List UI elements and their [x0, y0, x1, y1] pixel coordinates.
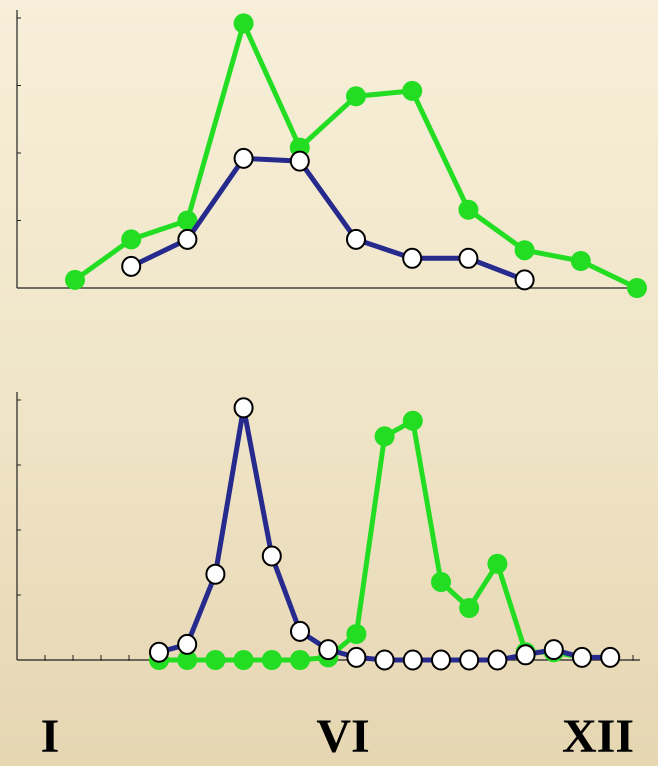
panel1-series-1-point [570, 251, 591, 271]
month-label-jan: I [40, 710, 60, 763]
panel1-series-2-point [177, 228, 198, 250]
panel1-series-2-point [289, 150, 310, 172]
panel2-series-2-point [487, 649, 508, 671]
panel2-series-2-point [374, 649, 395, 671]
panel2-series-1-point [431, 572, 451, 592]
panel1-series-1-point [233, 13, 254, 34]
panel2-series-2-point [600, 646, 621, 668]
panel2-series-1-point [374, 426, 395, 447]
panel2-series-2-point [572, 646, 592, 668]
panel2-series-2-point [149, 641, 169, 663]
panel2-series-2-point [177, 633, 198, 655]
panel1-series-1-point [514, 240, 535, 261]
panel2-series-2-point [431, 649, 451, 671]
panel2-series-2-point [459, 649, 480, 671]
panel1-series-1-point [65, 269, 85, 290]
panel1-series-1-point [177, 210, 198, 231]
panel1-series-1-point [627, 278, 647, 298]
panel2-series-1-point [290, 650, 310, 670]
panel2-series-1-point [487, 553, 508, 574]
panel2-series-1-line [159, 418, 583, 663]
panel2-series-1-point [261, 650, 282, 670]
panel1-series-2-point [346, 228, 366, 250]
panel2-series-2-point [318, 639, 339, 661]
panel2-series-2-point [205, 563, 226, 585]
panel2-series-2-point [543, 639, 564, 661]
panel1-series-2-point [233, 147, 254, 169]
panel1-series-2-point [121, 255, 142, 277]
panel1-series-2-point [458, 247, 479, 269]
panel2-series-1-point [346, 624, 367, 644]
panel1-series-1-point [402, 80, 423, 101]
panel2-series-2-point [402, 649, 423, 671]
panel1-series-2-point [402, 247, 423, 269]
month-label-jun: VI [316, 710, 370, 763]
panel1-series-2-point [514, 269, 535, 291]
panel2-series-1-point [205, 650, 226, 670]
month-label-dec: XII [561, 710, 635, 763]
panel2-series-2-point [290, 620, 310, 642]
panel2-series-2-point [261, 545, 282, 567]
panel2-series-1-point [233, 650, 254, 670]
panel1-series-1-point [346, 86, 366, 107]
panel1-series-1-point [121, 229, 142, 250]
panel1-series-1-point [458, 199, 479, 220]
panel2-series-1-point [459, 598, 480, 618]
panel2-series-2-point [233, 397, 254, 419]
panel2-series-2-point [346, 646, 367, 668]
panel2-series-1-point [402, 410, 423, 431]
panel2-series-2-point [515, 644, 536, 666]
panel2-series-1-point [177, 650, 198, 670]
